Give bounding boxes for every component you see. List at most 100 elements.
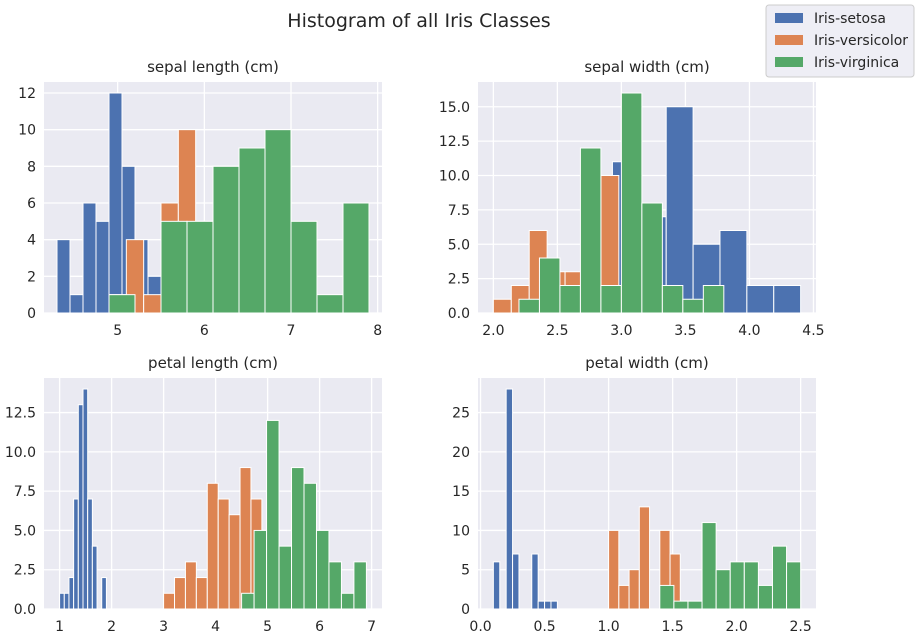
histogram-bar [608,529,620,610]
histogram-bar [719,230,748,314]
histogram-bar [56,239,71,314]
histogram-bar [228,514,241,610]
x-tick-label: 6 [315,619,324,635]
y-tick-label: 15.0 [439,100,470,116]
y-tick-label: 12.5 [5,406,36,422]
x-tick-label: 6 [200,323,209,339]
histogram-bar [659,584,675,610]
histogram-bar [63,592,70,610]
y-tick-label: 15 [452,484,470,500]
y-tick-label: 8 [27,159,36,175]
histogram-bar [108,92,123,314]
x-tick-label: 2 [107,619,116,635]
y-tick-label: 10 [452,523,470,539]
histogram-bar [69,294,84,314]
histogram-bar [291,467,305,610]
histogram-bar [101,577,107,610]
histogram-bar [91,545,98,610]
histogram-bar [87,498,93,610]
y-tick-label: 7.5 [14,484,36,500]
legend-label-virginica: Iris-virginica [814,55,899,71]
histogram-bar [239,467,252,610]
histogram-bar [195,577,208,610]
x-tick-label: 5 [113,323,122,339]
histogram-bar [82,388,89,610]
y-tick-label: 0 [27,306,36,322]
x-tick-label: 2.0 [725,619,747,635]
histogram-bar [628,569,640,610]
x-tick-label: 2.5 [790,619,812,635]
legend-label-versicolor: Iris-versicolor [814,33,908,49]
histogram-bar [550,600,558,610]
histogram-bar [715,569,731,610]
histogram-bar [241,592,255,610]
series-iris-setosa [492,388,558,610]
subplot-title: sepal length (cm) [147,58,279,76]
y-tick-label: 10.0 [439,169,470,185]
y-tick-label: 6 [27,196,36,212]
series-iris-virginica [659,522,802,610]
series-iris-virginica [241,419,367,610]
y-tick-label: 0.0 [14,602,36,618]
x-tick-label: 0.5 [533,619,555,635]
histogram-bar [687,600,703,610]
histogram-bar [665,106,694,314]
legend-swatch-versicolor [775,35,803,45]
histogram-bar [661,285,684,314]
subplot-sepal-length-cm: 5 6 7 8 0 2 4 6 8 10 12 sepal length (cm) [18,58,382,339]
x-tick-label: 3.0 [610,323,632,339]
histogram-bar [264,129,292,314]
histogram-bar [559,285,581,314]
histogram-bar [743,561,759,610]
histogram-bar [278,545,293,610]
histogram-bar [328,561,342,610]
x-tick-label: 5 [263,619,272,635]
histogram-bar [673,600,689,610]
histogram-bar [238,147,266,314]
x-tick-label: 1.0 [597,619,619,635]
histogram-bar [620,92,643,314]
histogram-bar [217,498,230,610]
histogram-bar [618,584,630,610]
y-tick-label: 5.0 [14,523,36,539]
histogram-bar [531,553,539,610]
histogram-bar [512,553,520,610]
histogram-bar [143,294,162,314]
histogram-bar [538,257,561,314]
histogram-bar [701,522,717,610]
histogram-bar [59,592,65,610]
histogram-bar [537,600,546,610]
histogram-bar [544,600,552,610]
histogram-bar [184,561,197,610]
histogram-bar [773,285,802,314]
histogram-bar [95,220,110,314]
histogram-bar [638,506,651,610]
x-tick-label: 7 [367,619,376,635]
x-tick-label: 7 [287,323,296,339]
y-tick-label: 10.0 [5,445,36,461]
histogram-bar [505,388,514,610]
y-tick-label: 2.5 [448,272,470,288]
x-tick-label: 4.0 [738,323,760,339]
histogram-bar [82,202,97,314]
histogram-bar [682,298,704,314]
histogram-bar [108,294,136,314]
y-tick-label: 12.5 [439,134,470,150]
histogram-bar [206,482,219,610]
histogram-bar [266,419,280,610]
histogram-bar [160,220,188,314]
subplot-sepal-width-cm: 2.0 2.5 3.0 3.5 4.0 4.5 0.0 2.5 5.0 7.5 10.0 12.5 15… [439,58,825,339]
legend-swatch-setosa [775,13,803,23]
subplot-petal-width-cm: 0.0 0.5 1.0 1.5 2.0 2.5 0 5 10 15 20 25 petal width … [452,354,816,635]
x-tick-label: 3 [159,619,168,635]
y-tick-label: 4 [27,233,36,249]
histogram-bar [315,529,330,610]
x-tick-label: 2.5 [546,323,568,339]
histogram-bar [303,482,317,610]
histogram-bar [186,220,214,314]
histogram-bar [579,147,602,314]
legend-swatch-virginica [775,57,803,67]
series-iris-setosa [59,388,107,610]
histogram-bar [641,202,663,314]
